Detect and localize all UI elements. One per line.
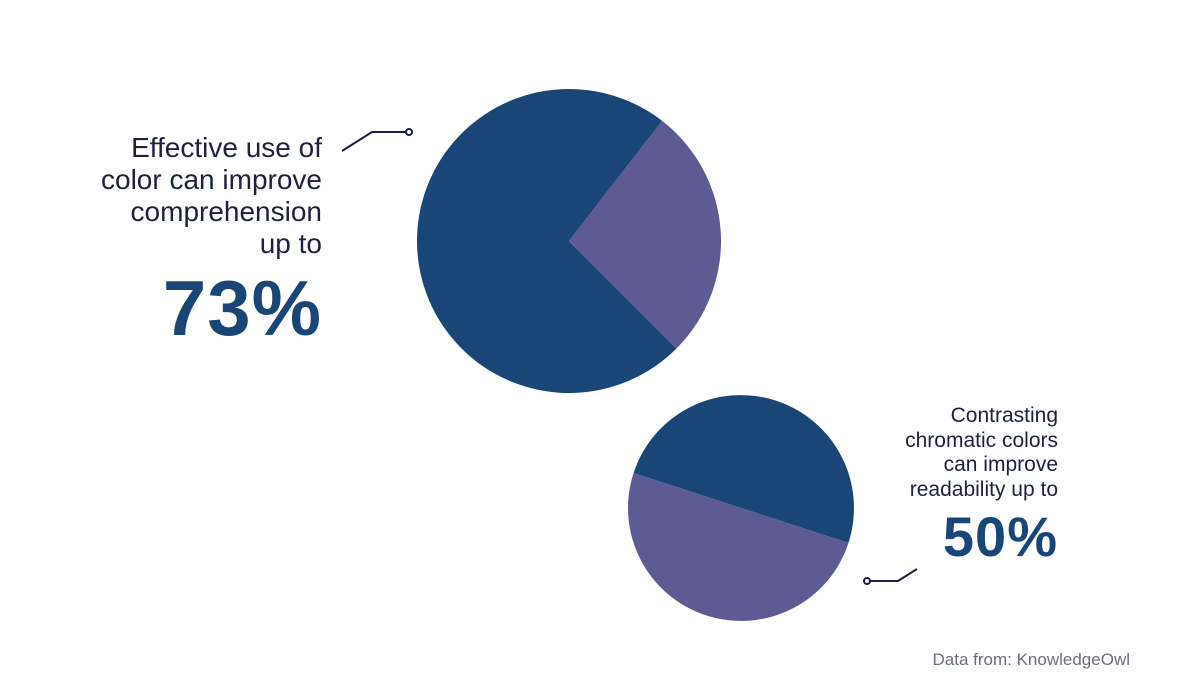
- callout-readability: Contrasting chromatic colors can improve…: [798, 404, 1058, 566]
- callout-readability-line-2: chromatic colors: [905, 428, 1058, 452]
- callout-readability-line-1: Contrasting: [950, 404, 1058, 427]
- callout-readability-line-4: readability up to: [909, 477, 1058, 501]
- slice-readability-rest: [628, 473, 849, 621]
- slice-comprehension-rest: [569, 120, 721, 349]
- pie-chart-readability: [628, 395, 854, 621]
- pie-chart-comprehension: [417, 89, 721, 393]
- callout-readability-value: 50%: [942, 505, 1058, 568]
- callout-readability-line-3: can improve: [943, 453, 1058, 476]
- connector-comprehension: [341, 128, 413, 152]
- callout-comprehension-line-2: color can improve: [101, 164, 322, 195]
- source-note: Data from: KnowledgeOwl: [932, 650, 1130, 669]
- callout-comprehension-line-4: up to: [259, 228, 322, 259]
- callout-comprehension-line-3: comprehension: [130, 196, 322, 227]
- connector-readability: [863, 568, 918, 585]
- callout-comprehension: Effective use of color can improve compr…: [22, 132, 322, 350]
- slice-comprehension-73: [417, 89, 677, 393]
- callout-comprehension-line-1: Effective use of: [131, 132, 322, 163]
- slice-readability-50: [633, 395, 854, 543]
- callout-comprehension-value: 73%: [162, 264, 322, 352]
